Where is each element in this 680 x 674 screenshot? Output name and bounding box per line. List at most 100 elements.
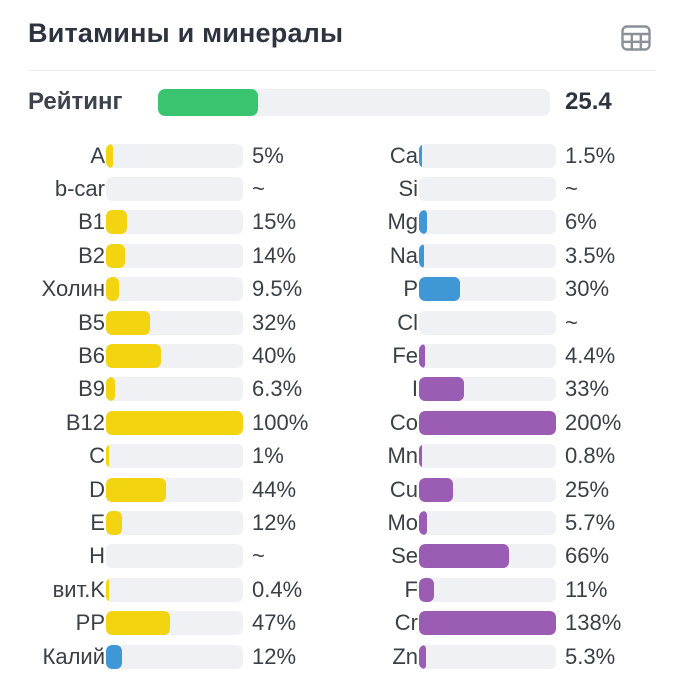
nutrient-bar-track — [419, 444, 556, 469]
nutrient-bar-fill — [106, 444, 109, 469]
header-divider — [28, 70, 656, 71]
nutrient-row: I 33% — [347, 373, 656, 406]
rating-bar-track — [158, 88, 550, 116]
nutrient-label: Калий — [42, 643, 105, 669]
nutrient-bar-track — [106, 644, 243, 669]
nutrient-bar-track — [106, 210, 243, 235]
nutrient-label: Cl — [397, 309, 418, 335]
nutrient-bar-fill — [106, 477, 167, 502]
nutrient-row: Калий 12% — [28, 640, 345, 673]
nutrient-row: Se 66% — [347, 540, 656, 573]
nutrient-row: вит.K 0.4% — [28, 573, 345, 606]
nutrient-row: C 1% — [28, 440, 345, 473]
nutrient-row: B5 32% — [28, 306, 345, 339]
nutrient-value: 32% — [252, 309, 297, 335]
vitamins-column: A 5% b-car ~ B1 15% B2 14% Холин 9.5% B5 32% B6 40% B9… — [28, 139, 345, 673]
nutrient-bar-track — [419, 177, 556, 202]
nutrient-value: 5% — [252, 142, 284, 168]
nutrient-label: I — [411, 376, 418, 402]
nutrient-value: 6% — [565, 209, 597, 235]
nutrient-value: 14% — [252, 242, 297, 268]
rating-label: Рейтинг — [28, 88, 123, 115]
nutrient-bar-track — [419, 210, 556, 235]
nutrient-row: B12 100% — [28, 406, 345, 439]
nutrient-value: 100% — [252, 409, 309, 435]
nutrient-label: P — [403, 276, 418, 302]
nutrient-row: B9 6.3% — [28, 373, 345, 406]
nutrient-label: Cr — [394, 610, 418, 636]
nutrient-row: B2 14% — [28, 239, 345, 272]
nutrient-bar-track — [106, 344, 243, 369]
nutrient-label: Na — [389, 242, 418, 268]
nutrient-bar-fill — [419, 644, 427, 669]
nutrient-bar-track — [419, 344, 556, 369]
nutrient-bar-track — [419, 611, 556, 636]
nutrient-row: Si ~ — [347, 172, 656, 205]
nutrient-value: ~ — [252, 176, 265, 202]
nutrient-label: b-car — [54, 176, 105, 202]
rating-bar-fill — [158, 88, 258, 116]
nutrient-label: Mn — [387, 443, 418, 469]
nutrient-bar-track — [106, 177, 243, 202]
nutrient-row: D 44% — [28, 473, 345, 506]
nutrient-bar-fill — [106, 377, 115, 402]
nutrient-label: Mg — [387, 209, 418, 235]
table-grid-icon[interactable] — [618, 20, 654, 61]
nutrient-bar-fill — [106, 577, 109, 602]
nutrient-label: F — [404, 576, 418, 602]
nutrient-row: F 11% — [347, 573, 656, 606]
nutrient-bar-fill — [419, 277, 461, 302]
nutrient-bar-track — [106, 477, 243, 502]
nutrient-value: ~ — [565, 176, 578, 202]
nutrient-bar-fill — [419, 243, 424, 268]
rating-row: Рейтинг 25.4 — [28, 88, 656, 116]
nutrient-label: H — [89, 543, 105, 569]
nutrient-label: Ca — [389, 142, 418, 168]
nutrient-row: PP 47% — [28, 606, 345, 639]
nutrient-bar-track — [419, 310, 556, 335]
nutrient-bar-fill — [419, 544, 510, 569]
nutrient-label: Co — [389, 409, 418, 435]
nutrient-label: B6 — [78, 343, 105, 369]
nutrient-bar-fill — [106, 210, 127, 235]
panel-header: Витамины и минералы — [28, 14, 656, 61]
nutrient-bar-track — [106, 143, 243, 168]
nutrient-bar-track — [106, 243, 243, 268]
nutrient-row: H ~ — [28, 540, 345, 573]
nutrient-bar-track — [419, 477, 556, 502]
nutrient-bar-fill — [419, 210, 428, 235]
nutrient-bar-fill — [106, 310, 150, 335]
nutrient-value: 200% — [565, 409, 622, 435]
nutrient-row: E 12% — [28, 506, 345, 539]
nutrient-bar-track — [419, 143, 556, 168]
nutrient-value: 1.5% — [565, 142, 616, 168]
nutrient-label: B12 — [65, 409, 105, 435]
nutrient-row: Cr 138% — [347, 606, 656, 639]
nutrient-row: A 5% — [28, 139, 345, 172]
minerals-column: Ca 1.5% Si ~ Mg 6% Na 3.5% P 30% Cl ~ Fe 4.4% I 33% Co 20… — [347, 139, 656, 673]
nutrient-bar-track — [419, 544, 556, 569]
nutrient-row: B6 40% — [28, 339, 345, 372]
nutrient-value: 1% — [252, 443, 284, 469]
nutrient-label: A — [90, 142, 105, 168]
nutrient-label: B2 — [78, 242, 105, 268]
nutrient-bar-fill — [419, 510, 427, 535]
nutrient-bar-fill — [106, 510, 123, 535]
nutrient-value: 9.5% — [252, 276, 303, 302]
nutrient-row: Холин 9.5% — [28, 273, 345, 306]
nutrient-bar-fill — [419, 577, 435, 602]
nutrient-value: 66% — [565, 543, 610, 569]
nutrient-label: вит.K — [52, 576, 105, 602]
nutrient-label: E — [90, 509, 105, 535]
nutrient-value: ~ — [565, 309, 578, 335]
nutrient-bar-track — [106, 377, 243, 402]
nutrient-row: b-car ~ — [28, 172, 345, 205]
nutrient-label: PP — [75, 610, 105, 636]
nutrient-value: 33% — [565, 376, 610, 402]
nutrient-bar-track — [419, 410, 556, 435]
nutrient-value: 6.3% — [252, 376, 303, 402]
nutrient-bar-fill — [106, 344, 161, 369]
nutrient-bar-track — [106, 611, 243, 636]
nutrient-value: 138% — [565, 610, 622, 636]
